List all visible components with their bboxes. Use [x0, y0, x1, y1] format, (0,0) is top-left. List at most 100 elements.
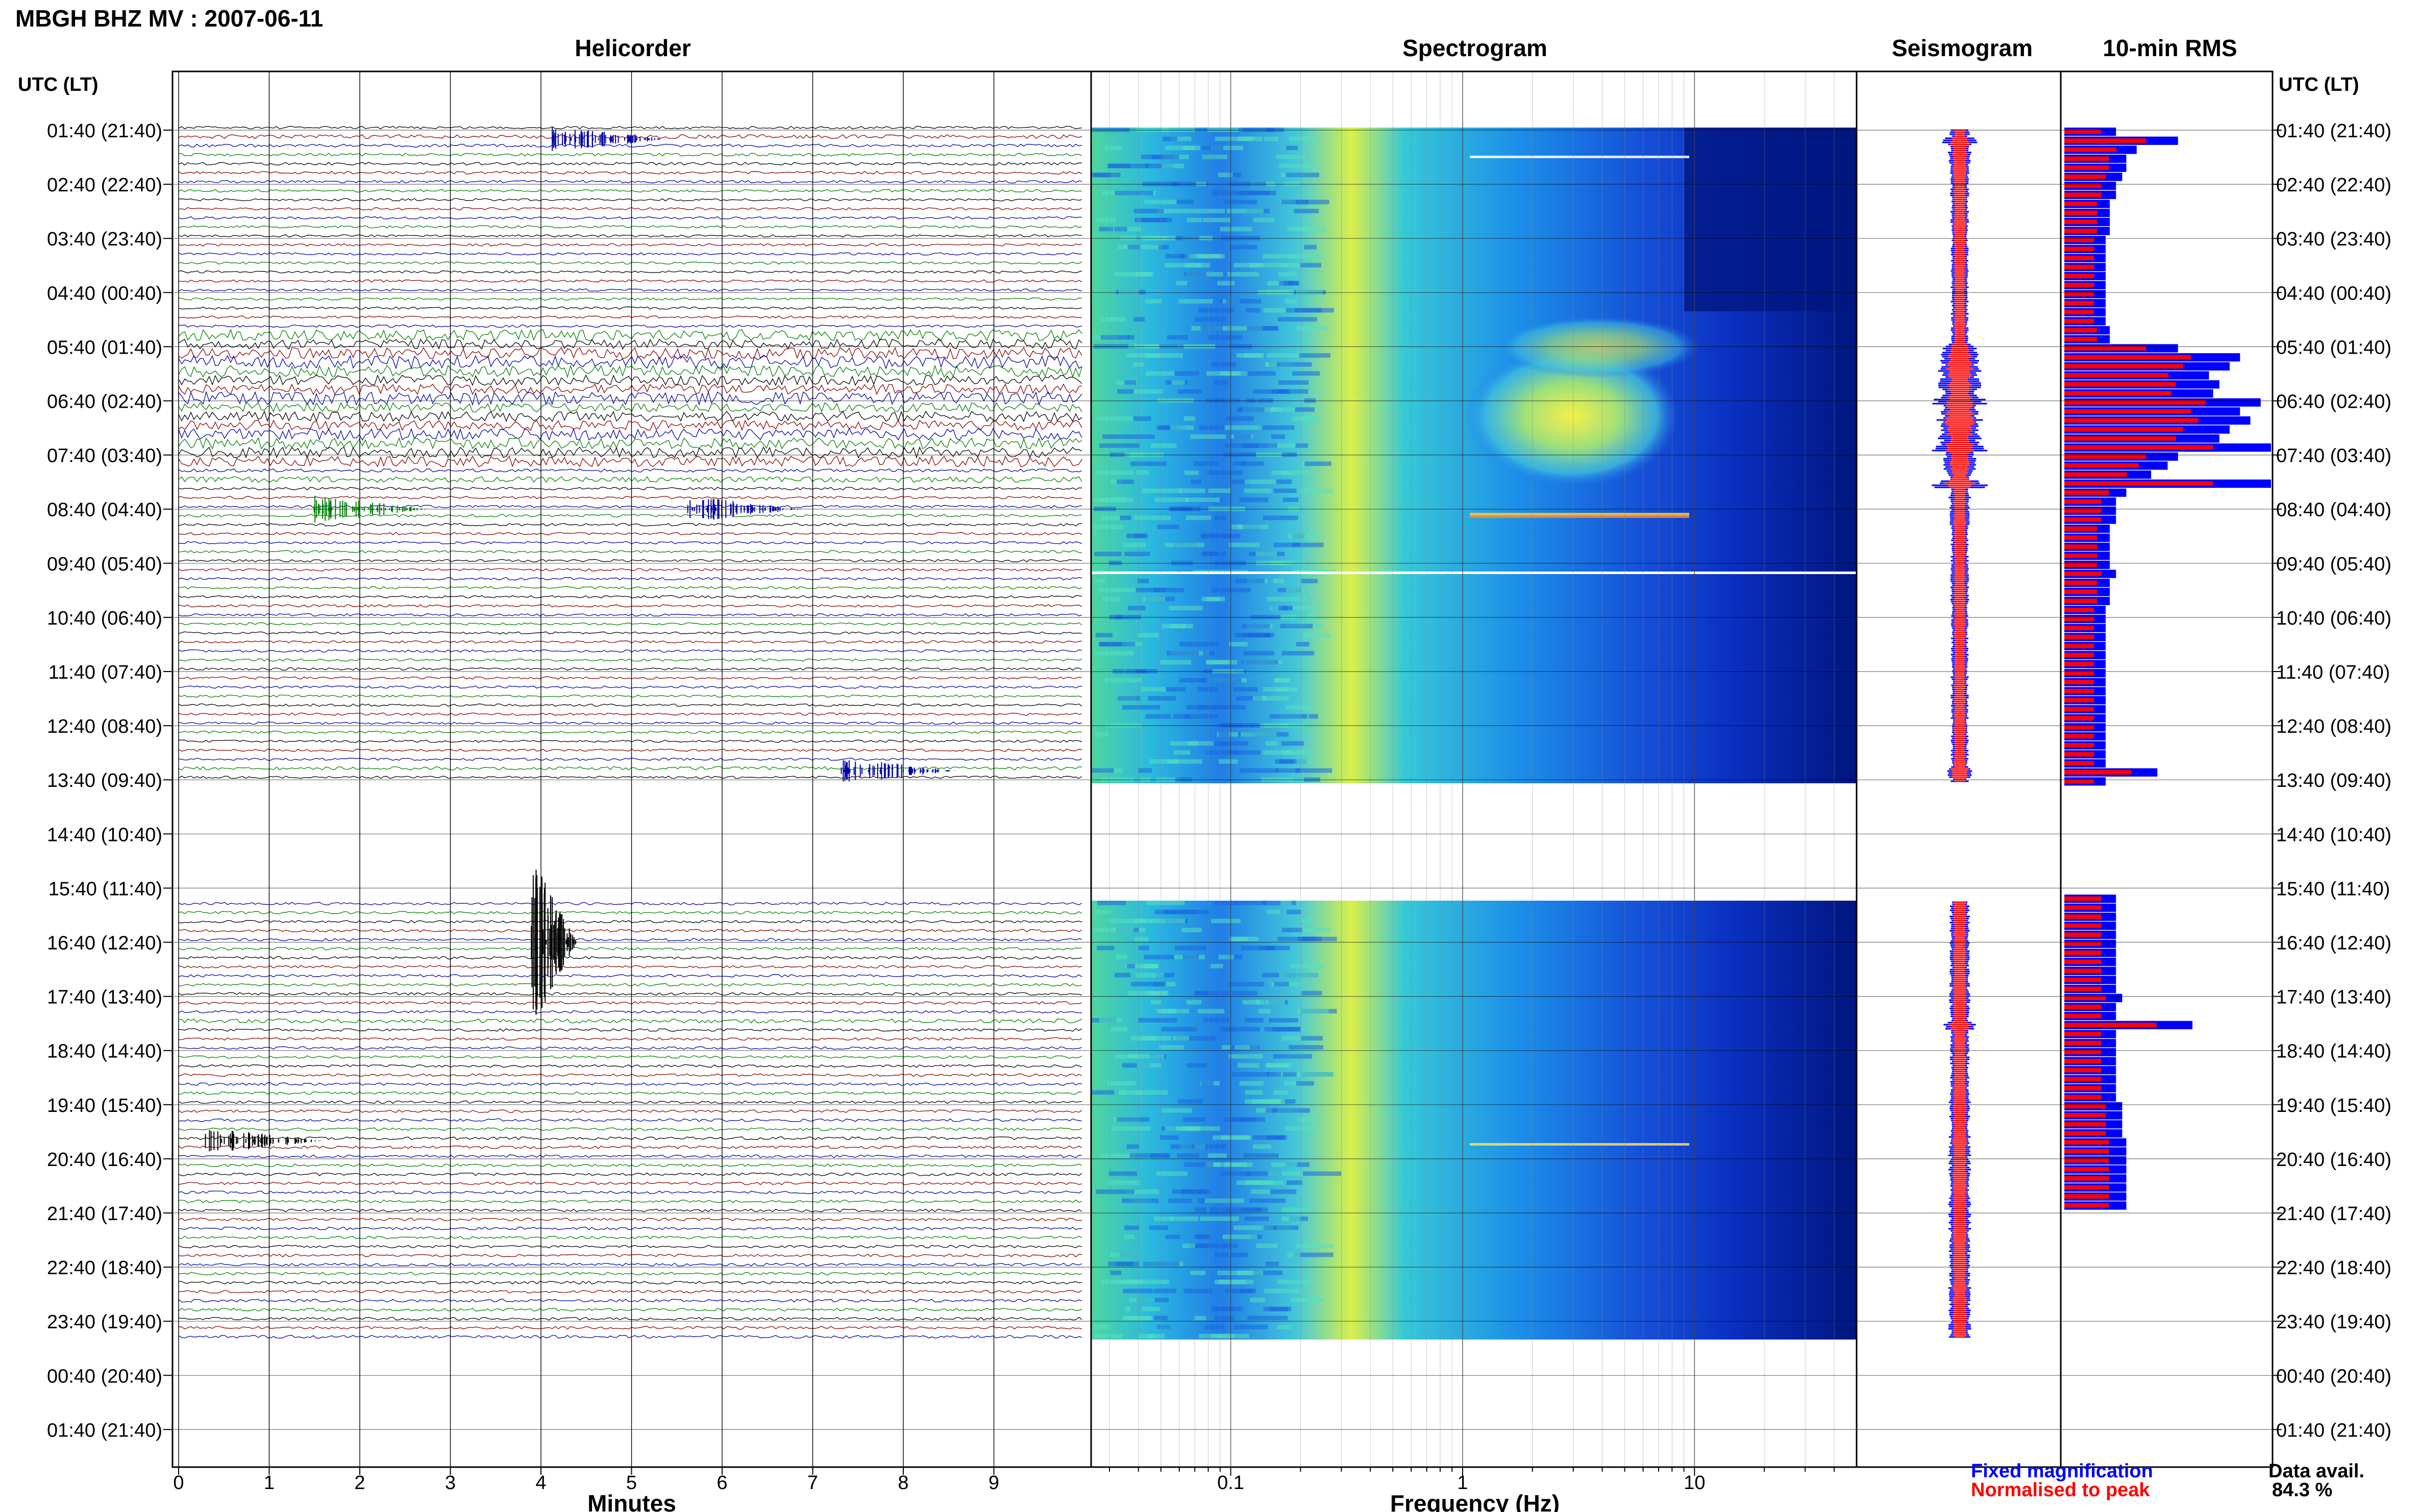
spectrogram-cell	[1250, 1189, 1270, 1194]
rms-bar-normalised	[2064, 1149, 2109, 1154]
time-label-left: 07:40 (03:40)	[47, 445, 162, 467]
rms-bar-normalised	[2064, 1077, 2102, 1082]
rms-bar-normalised	[2064, 1004, 2102, 1009]
time-label-right: 09:40 (05:40)	[2276, 554, 2391, 575]
spectrogram-cell	[1281, 1207, 1316, 1212]
time-label-right: 02:40 (22:40)	[2276, 175, 2391, 196]
spectrogram-cell	[1250, 1298, 1265, 1302]
helicorder-trace	[178, 198, 1082, 202]
rms-bar-normalised	[2064, 165, 2109, 170]
spectrogram-cell	[1130, 1153, 1169, 1158]
spectrogram-cell	[1297, 1009, 1329, 1014]
spectrogram-cell	[1278, 606, 1293, 611]
rms-bar-normalised	[2064, 1095, 2102, 1100]
spectrogram-cell	[1235, 579, 1265, 584]
spectrogram-cell	[1244, 353, 1264, 358]
rms-bar-normalised	[2064, 1194, 2109, 1199]
rms-bar-normalised	[2064, 246, 2094, 252]
spectrogram-cell	[1231, 479, 1249, 484]
utc-right-header: UTC (LT)	[2279, 74, 2359, 95]
spectrogram-cell	[1218, 741, 1248, 746]
spectrogram-cell	[1108, 919, 1147, 924]
rms-bar-normalised	[2064, 1140, 2109, 1145]
spectrogram-cell	[1128, 606, 1146, 611]
helicorder-trace	[178, 1046, 1082, 1050]
spectrogram-cell	[1181, 928, 1202, 932]
time-label-right: 11:40 (07:40)	[2276, 662, 2390, 683]
rms-bar-normalised	[2064, 291, 2094, 296]
rms-bar-normalised	[2064, 698, 2094, 703]
helicorder-trace	[178, 1218, 1082, 1222]
spectrogram-cell	[1207, 1153, 1227, 1158]
spectrogram-cell	[1154, 498, 1189, 502]
spectrogram-cell	[1205, 1316, 1234, 1321]
spectrogram-cell	[1197, 687, 1218, 692]
spectrogram-cell	[1277, 741, 1304, 746]
spectrogram-cell	[1275, 759, 1307, 764]
helicorder-trace	[178, 446, 1082, 459]
spectrogram-cell	[1134, 1279, 1169, 1284]
spectrogram-cell	[1266, 1261, 1279, 1267]
spectrogram-cell	[1242, 624, 1270, 629]
spectrogram-cell	[1274, 678, 1290, 683]
spectrogram-cell	[1103, 145, 1123, 151]
spectrogram-cell	[1237, 1271, 1264, 1275]
minute-tick-label: 5	[626, 1472, 637, 1494]
minute-tick-label: 7	[807, 1472, 818, 1494]
spectrogram-cell	[1102, 597, 1121, 602]
spectrogram-cell	[1264, 1225, 1277, 1230]
spectrogram-cell	[1197, 1009, 1225, 1014]
spectrogram-cell	[1182, 1243, 1195, 1248]
rms-bar-normalised	[2064, 1122, 2106, 1127]
spectrogram-block-lower	[1091, 901, 1857, 1340]
spectrogram-cell	[1133, 209, 1164, 213]
helicorder-trace	[178, 523, 1082, 527]
helicorder-trace	[178, 329, 1082, 342]
rms-bar-normalised	[2064, 183, 2102, 188]
spectrogram-cell	[1124, 1234, 1135, 1240]
spectrogram-cell	[1095, 1333, 1123, 1339]
spectrogram-cell	[1224, 1117, 1257, 1122]
spectrogram-cell	[1267, 1072, 1281, 1077]
helicorder-trace	[178, 153, 1082, 157]
spectrogram-cell	[1301, 919, 1315, 924]
spectrogram-cell	[1282, 498, 1299, 502]
spectrogram-cell	[1116, 1261, 1133, 1267]
spectrogram-cell	[1097, 946, 1115, 951]
rms-bar-normalised	[2064, 310, 2094, 315]
spectrogram-cell	[1142, 1036, 1172, 1041]
spectrogram-cell	[1171, 136, 1192, 141]
spectrogram-cell	[1224, 200, 1257, 205]
spectrogram-cell	[1136, 470, 1149, 475]
time-label-left: 13:40 (09:40)	[47, 770, 162, 791]
minute-tick-label: 6	[717, 1472, 727, 1494]
helicorder-gridlines	[178, 71, 995, 1467]
spectrogram-cell	[1165, 542, 1204, 548]
spectrogram-cell	[1219, 1027, 1236, 1032]
helicorder-trace	[178, 1136, 1082, 1141]
spectrogram-cell	[1108, 1171, 1137, 1176]
spectrogram-cell	[1174, 946, 1206, 951]
spectrogram-cell	[1247, 1316, 1288, 1321]
spectrogram-cell	[1302, 633, 1331, 638]
rms-bar-normalised	[2064, 418, 2199, 423]
helicorder-trace	[178, 402, 1082, 413]
spectrogram-cell	[1228, 641, 1248, 647]
helicorder-trace	[178, 279, 1082, 283]
helicorder-trace	[178, 1280, 1082, 1285]
spectrogram-cell	[1301, 714, 1318, 719]
helicorder-trace	[178, 189, 1082, 193]
spectrogram-cell	[1162, 136, 1177, 141]
spectrogram-cell	[1262, 901, 1296, 905]
spectrogram-cell	[1192, 1144, 1226, 1149]
spectrogram-cell	[1122, 1198, 1159, 1203]
spectrogram-cell	[1252, 696, 1267, 701]
helicorder-trace	[178, 1028, 1082, 1032]
rms-bar-normalised	[2064, 643, 2094, 649]
spectrogram-cell	[1270, 606, 1282, 611]
helicorder-trace	[178, 252, 1082, 256]
helicorder-trace	[178, 383, 1082, 395]
data-availability-label: Data avail.	[2268, 1460, 2364, 1482]
helicorder-trace	[178, 1100, 1082, 1104]
spectrogram-cell	[1186, 498, 1220, 502]
